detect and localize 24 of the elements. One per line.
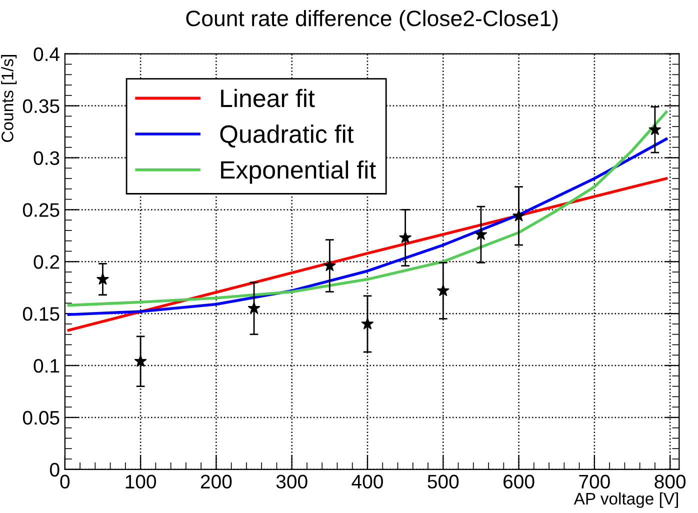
y-tick-label: 0.3 — [34, 151, 60, 165]
y-tick-label: 0.35 — [22, 99, 60, 114]
x-tick-label: 300 — [276, 474, 308, 489]
y-tick-label: 0.4 — [34, 47, 60, 62]
y-tick-label: 0 — [50, 462, 60, 477]
legend-label: Quadratic fit — [220, 124, 354, 148]
legend-label: Linear fit — [221, 88, 315, 108]
chart-title: Count rate difference (Close2-Close1) — [186, 10, 558, 31]
y-tick-label: 0.1 — [34, 358, 60, 373]
x-tick-label: 600 — [504, 474, 534, 489]
x-tick-label: 500 — [428, 474, 459, 489]
legend-label: Exponential fit — [221, 160, 376, 184]
x-tick-label: 800 — [654, 474, 686, 489]
y-tick-label: 0.2 — [34, 255, 60, 269]
x-tick-label: 400 — [352, 474, 383, 489]
x-tick-label: 200 — [200, 474, 232, 489]
x-tick-label: 700 — [579, 474, 610, 489]
y-tick-label: 0.05 — [22, 410, 60, 425]
x-tick-label: 100 — [126, 474, 156, 489]
x-tick-label: 0 — [60, 474, 70, 489]
y-tick-label: 0.25 — [22, 203, 60, 217]
y-tick-label: 0.15 — [22, 307, 60, 321]
x-axis-title: AP voltage [V] — [574, 492, 678, 508]
y-axis-title: Counts [1/s] — [1, 55, 17, 142]
